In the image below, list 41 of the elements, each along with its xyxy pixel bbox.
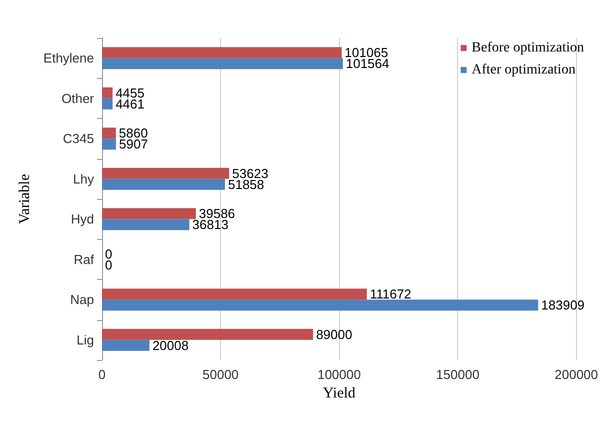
y-tick-label: Ethylene [43, 50, 94, 66]
data-label: 20008 [152, 338, 189, 353]
bar [102, 168, 230, 179]
y-axis-title: Variable [17, 174, 34, 224]
bar [102, 288, 367, 300]
y-tick-label: Raf [74, 252, 94, 267]
bar [102, 178, 225, 190]
x-axis-title: Yield [322, 385, 356, 402]
legend-label: Before optimization [472, 40, 584, 56]
y-tick-label: Lhy [73, 171, 94, 186]
y-tick-label: Other [61, 90, 95, 106]
bar [102, 87, 113, 98]
bar [102, 47, 342, 58]
data-label: 36813 [192, 217, 228, 232]
data-label: 5907 [119, 136, 148, 152]
bar [102, 208, 196, 220]
bar [102, 98, 113, 110]
legend-label: After optimization [472, 62, 576, 78]
bar [102, 340, 150, 351]
data-label: 0 [105, 246, 112, 262]
data-label: 101564 [346, 56, 390, 72]
data-label: 183909 [541, 298, 585, 313]
data-label: 89000 [316, 326, 352, 342]
data-label: 53623 [232, 166, 268, 181]
data-label: 111672 [370, 286, 412, 302]
x-tick-label: 50000 [202, 367, 239, 382]
y-tick-label: Lig [76, 332, 94, 348]
data-label: 4455 [116, 85, 144, 100]
bar [102, 138, 116, 150]
bar [102, 328, 314, 340]
y-tick-label: Hyd [70, 212, 94, 227]
bar [102, 219, 190, 230]
y-tick-label: C345 [62, 131, 94, 146]
x-tick-label: 0 [98, 367, 106, 382]
bar [102, 128, 116, 139]
x-tick-label: 150000 [436, 367, 480, 382]
x-tick-label: 100000 [317, 367, 361, 382]
bar [102, 58, 343, 70]
y-tick-label: Nap [70, 292, 94, 308]
bar [102, 300, 538, 311]
x-tick-label: 200000 [554, 367, 598, 382]
